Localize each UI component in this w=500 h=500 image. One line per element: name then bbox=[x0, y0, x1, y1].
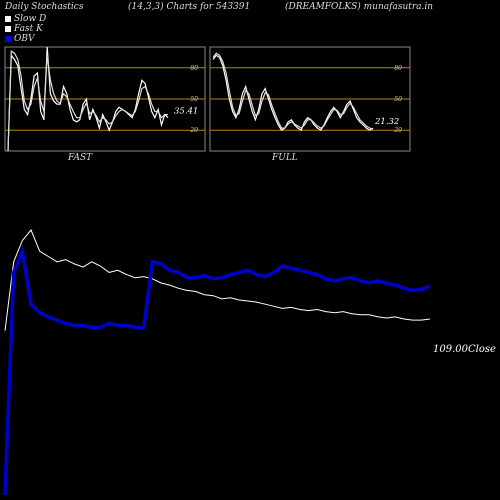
legend-obv: OBV bbox=[5, 34, 35, 44]
full-panel-title: FULL bbox=[271, 153, 298, 163]
fast-panel-title: FAST bbox=[67, 153, 93, 163]
chart-source: (DREAMFOLKS) munafasutra.in bbox=[285, 2, 434, 12]
legend-swatch-obv bbox=[5, 36, 11, 42]
fast-series-line-1 bbox=[7, 50, 168, 152]
legend-label-obv: OBV bbox=[14, 34, 35, 44]
legend-label-fast-k: Fast K bbox=[14, 24, 43, 34]
close-value-label: 109.00Close bbox=[433, 344, 496, 355]
legend-slow-d: Slow D bbox=[5, 14, 46, 24]
price-line bbox=[4, 229, 431, 331]
chart-title: Daily Stochastics bbox=[5, 2, 84, 12]
fast-tick-label-20: 20 bbox=[189, 127, 198, 134]
full-tick-label-50: 50 bbox=[394, 96, 402, 103]
full-series-line-1 bbox=[212, 52, 374, 130]
full-last-value-label: 21.32 bbox=[374, 117, 399, 127]
legend-label-slow-d: Slow D bbox=[14, 14, 47, 24]
fast-tick-label-50: 50 bbox=[190, 96, 198, 103]
full-tick-label-20: 20 bbox=[393, 127, 402, 134]
legend-swatch-slow-d bbox=[5, 16, 11, 22]
full-series-line-0 bbox=[212, 54, 374, 132]
legend-fast-k: Fast K bbox=[5, 24, 43, 34]
obv-line bbox=[3, 244, 431, 496]
chart-params: (14,3,3) Charts for 543391 bbox=[128, 2, 251, 12]
legend-swatch-fast-k bbox=[5, 26, 11, 32]
fast-tick-label-80: 80 bbox=[190, 65, 198, 72]
fast-last-value-label: 35.41 bbox=[174, 107, 198, 117]
full-tick-label-80: 80 bbox=[394, 65, 402, 72]
